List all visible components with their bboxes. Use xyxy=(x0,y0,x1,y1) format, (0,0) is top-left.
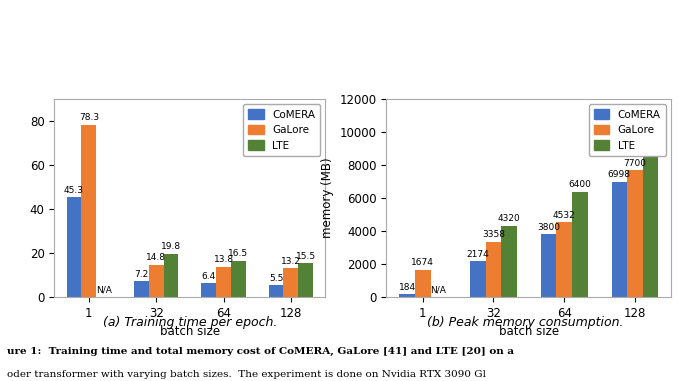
Text: 2174: 2174 xyxy=(466,250,490,259)
Bar xyxy=(283,268,298,297)
Bar xyxy=(81,125,96,297)
Bar xyxy=(134,281,148,297)
Bar xyxy=(541,234,557,297)
Text: 3358: 3358 xyxy=(482,231,505,239)
Text: 14.8: 14.8 xyxy=(146,253,166,262)
Text: 45.3: 45.3 xyxy=(64,186,84,195)
Bar xyxy=(148,264,163,297)
Text: 1674: 1674 xyxy=(412,258,434,267)
Text: ure 1:  Training time and total memory cost of CoMERA, GaLore [41] and LTE [20] : ure 1: Training time and total memory co… xyxy=(7,347,514,356)
X-axis label: batch size: batch size xyxy=(160,325,220,338)
Text: 5.5: 5.5 xyxy=(269,274,283,283)
Text: 4320: 4320 xyxy=(498,215,521,224)
Text: 6.4: 6.4 xyxy=(201,272,216,281)
Bar xyxy=(399,294,415,297)
Text: 13.2: 13.2 xyxy=(281,257,301,266)
Bar xyxy=(557,223,572,297)
Bar xyxy=(66,197,81,297)
Bar xyxy=(643,157,658,297)
Bar xyxy=(627,170,643,297)
Bar xyxy=(485,242,501,297)
Text: N/A: N/A xyxy=(431,286,446,295)
Text: 13.8: 13.8 xyxy=(214,255,234,264)
Text: 7.2: 7.2 xyxy=(134,270,148,279)
Text: 3800: 3800 xyxy=(537,223,560,232)
Text: (a) Training time per epoch.: (a) Training time per epoch. xyxy=(102,316,277,329)
Text: (b) Peak memory consumption.: (b) Peak memory consumption. xyxy=(427,316,624,329)
Bar xyxy=(572,192,588,297)
Text: N/A: N/A xyxy=(96,286,112,295)
Legend: CoMERA, GaLore, LTE: CoMERA, GaLore, LTE xyxy=(589,104,666,156)
Text: 16.5: 16.5 xyxy=(228,250,248,258)
Bar xyxy=(612,182,627,297)
Bar xyxy=(298,263,313,297)
Bar xyxy=(216,267,231,297)
Text: 19.8: 19.8 xyxy=(161,242,181,251)
Legend: CoMERA, GaLore, LTE: CoMERA, GaLore, LTE xyxy=(243,104,320,156)
Bar xyxy=(201,283,216,297)
Bar xyxy=(163,254,178,297)
Bar xyxy=(231,261,245,297)
Text: 7700: 7700 xyxy=(624,158,646,168)
Text: 6998: 6998 xyxy=(608,170,631,179)
Bar xyxy=(470,261,485,297)
Y-axis label: memory (MB): memory (MB) xyxy=(321,158,334,239)
X-axis label: batch size: batch size xyxy=(499,325,559,338)
Text: 184: 184 xyxy=(399,283,416,292)
Text: 8500: 8500 xyxy=(639,146,662,154)
Bar xyxy=(415,269,431,297)
Text: 78.3: 78.3 xyxy=(79,114,99,122)
Text: 15.5: 15.5 xyxy=(296,252,316,261)
Text: 6400: 6400 xyxy=(568,180,591,189)
Bar xyxy=(501,226,517,297)
Bar xyxy=(268,285,283,297)
Text: oder transformer with varying batch sizes.  The experiment is done on Nvidia RTX: oder transformer with varying batch size… xyxy=(7,370,485,379)
Text: 4532: 4532 xyxy=(553,211,576,220)
